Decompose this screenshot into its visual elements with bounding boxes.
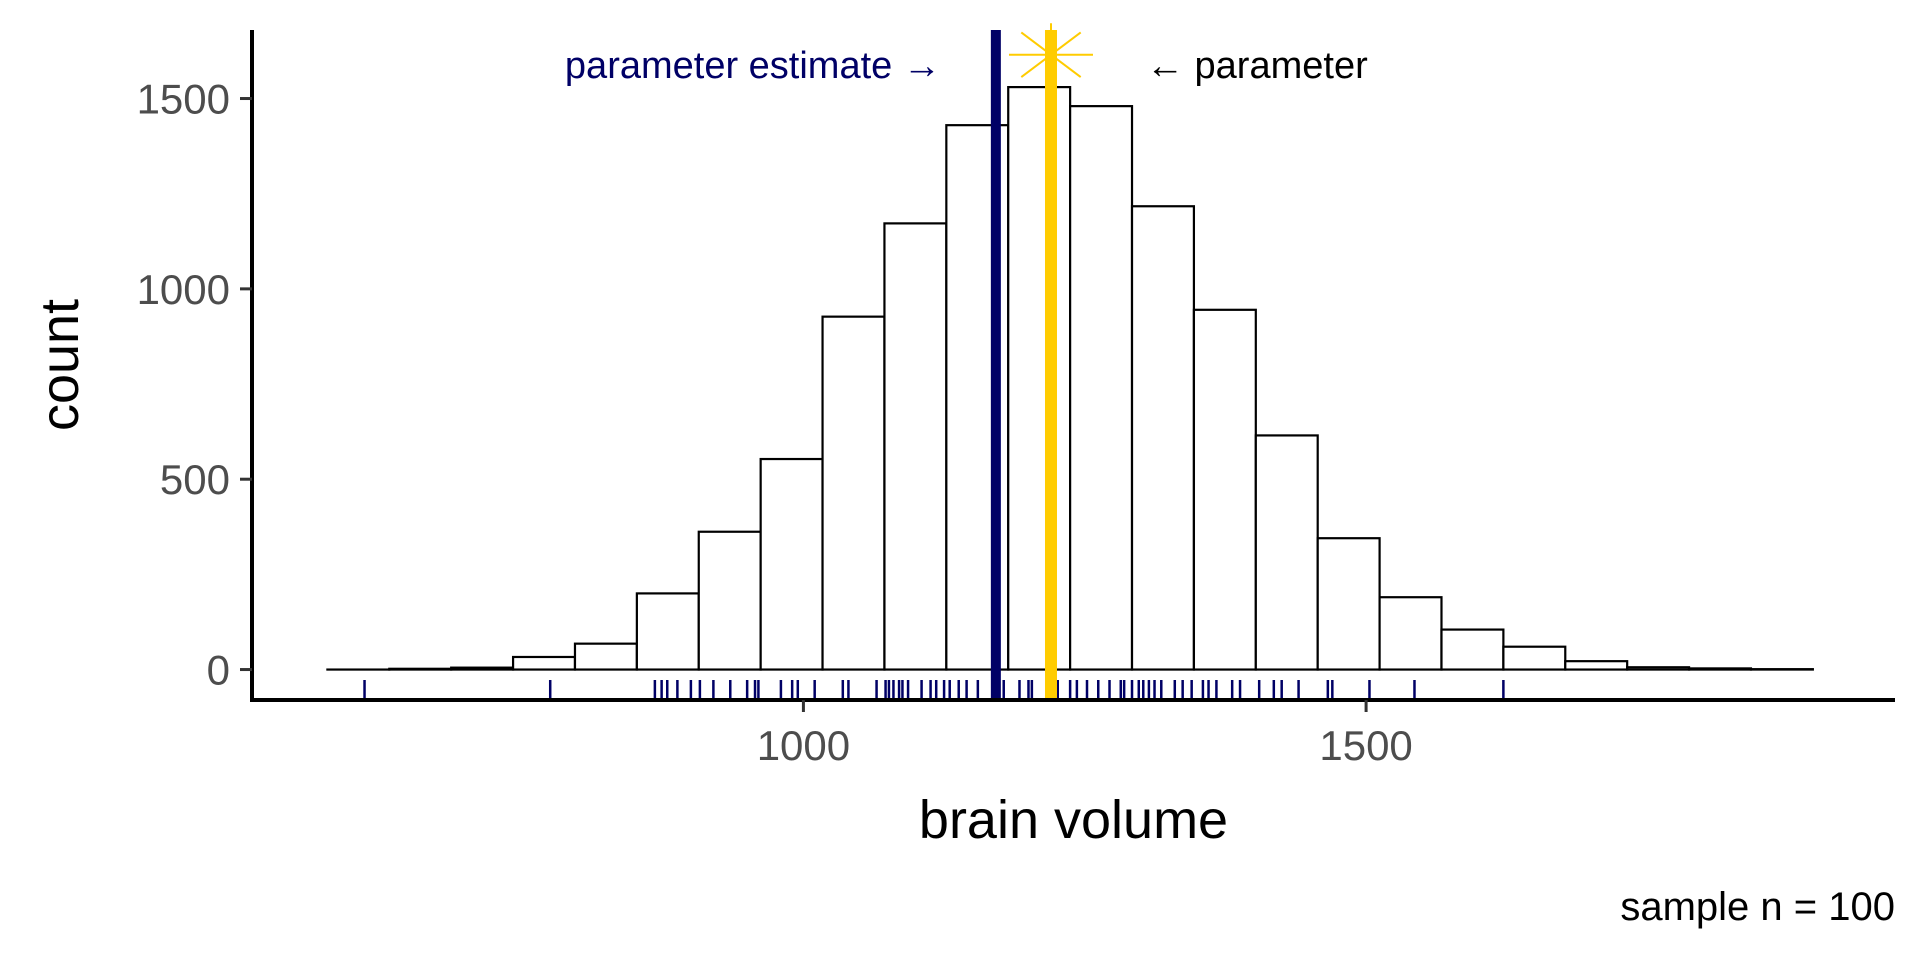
histogram-bar-18 xyxy=(1440,628,1505,671)
histogram-bar-3 xyxy=(511,655,577,671)
parameter-star-marker xyxy=(1008,23,1093,87)
histogram-bar-6 xyxy=(697,530,762,671)
histogram-bar-22 xyxy=(1687,667,1753,671)
x-axis-ticks: 1000 1500 xyxy=(757,700,1413,769)
histogram-bar-20 xyxy=(1564,660,1629,671)
reference-lines xyxy=(990,23,1093,700)
histogram-bar-11 xyxy=(1007,86,1072,671)
parameter-estimate-label: parameter estimate → xyxy=(565,45,941,87)
axes: 0 500 1000 1500 1000 1500 xyxy=(137,30,1895,769)
histogram-bar-19 xyxy=(1502,645,1567,671)
bars-layer xyxy=(326,86,1814,671)
y-tick-label-1500: 1500 xyxy=(137,76,230,123)
histogram-bar-4 xyxy=(573,642,638,671)
sample-size-caption: sample n = 100 xyxy=(1620,885,1895,929)
histogram-bar-2 xyxy=(450,666,515,671)
histogram-bar-12 xyxy=(1069,105,1134,671)
star-ray-3 xyxy=(1020,31,1082,78)
y-tick-label-500: 500 xyxy=(160,456,230,503)
y-axis-title: count xyxy=(30,299,90,431)
histogram-bar-8 xyxy=(821,315,886,671)
histogram-bar-5 xyxy=(635,592,700,671)
histogram-bar-1 xyxy=(388,667,453,671)
histogram-bar-15 xyxy=(1254,434,1319,671)
x-tick-label-1500: 1500 xyxy=(1319,722,1412,769)
y-axis-ticks: 0 500 1000 1500 xyxy=(137,76,252,694)
sample-rug xyxy=(363,680,1505,698)
histogram-bar-13 xyxy=(1130,205,1196,671)
histogram-bar-16 xyxy=(1316,537,1381,671)
histogram-bar-21 xyxy=(1626,666,1691,671)
y-tick-label-0: 0 xyxy=(207,647,230,694)
histogram-bar-9 xyxy=(883,222,948,671)
histogram-bar-7 xyxy=(759,457,824,671)
histogram-bar-14 xyxy=(1192,308,1257,671)
x-axis-title: brain volume xyxy=(919,790,1228,850)
x-tick-label-1000: 1000 xyxy=(757,722,850,769)
y-tick-label-1000: 1000 xyxy=(137,266,230,313)
histogram-bar-17 xyxy=(1378,596,1443,671)
parameter-label: ← parameter xyxy=(1146,45,1368,87)
